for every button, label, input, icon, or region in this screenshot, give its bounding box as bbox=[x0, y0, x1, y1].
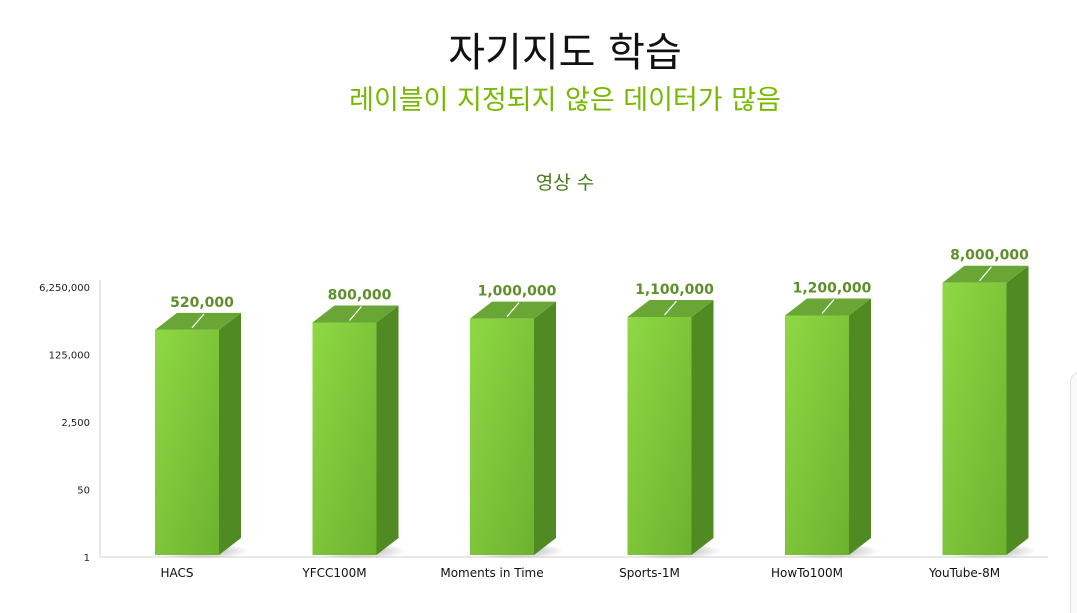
slide-edge-decoration bbox=[1070, 372, 1077, 613]
y-tick-label: 6,250,000 bbox=[39, 283, 90, 294]
data-label: 1,000,000 bbox=[478, 284, 557, 300]
bar-side-face bbox=[849, 298, 871, 555]
x-tick-label: YouTube-8M bbox=[928, 566, 1000, 580]
data-label-leader bbox=[821, 299, 835, 314]
x-tick-label: HACS bbox=[160, 566, 193, 580]
data-label-leader bbox=[191, 313, 205, 329]
data-label: 520,000 bbox=[170, 295, 234, 311]
data-label-leader bbox=[979, 266, 992, 282]
chart-title: 영상 수 bbox=[535, 172, 595, 194]
bar-side-face bbox=[376, 305, 399, 555]
bar: 520,000 bbox=[153, 295, 249, 559]
x-tick-label: Moments in Time bbox=[440, 566, 543, 580]
data-label-leader bbox=[664, 300, 677, 316]
data-label-leader bbox=[506, 302, 520, 318]
bar-front-face bbox=[470, 318, 534, 555]
bar-side-face bbox=[219, 312, 241, 555]
x-tick-label: HowTo100M bbox=[771, 566, 843, 580]
bar-side-face bbox=[534, 301, 556, 555]
bar-front-face bbox=[155, 329, 219, 555]
data-label: 8,000,000 bbox=[950, 248, 1029, 264]
bar-front-face bbox=[942, 282, 1007, 555]
bar: 1,000,000 bbox=[468, 284, 564, 559]
y-tick-label: 2,500 bbox=[61, 418, 90, 429]
bar: 800,000 bbox=[310, 287, 407, 559]
bar: 8,000,000 bbox=[940, 248, 1037, 559]
slide-title: 자기지도 학습 bbox=[448, 30, 682, 76]
x-tick-label: YFCC100M bbox=[301, 566, 366, 580]
bar-front-face bbox=[785, 315, 849, 555]
bar: 1,200,000 bbox=[783, 280, 879, 559]
x-tick-label: Sports-1M bbox=[619, 566, 680, 580]
y-tick-label: 1 bbox=[84, 553, 90, 564]
bar-side-face bbox=[1006, 265, 1029, 555]
bar: 1,100,000 bbox=[625, 282, 722, 559]
bar-side-face bbox=[691, 299, 714, 555]
data-label: 800,000 bbox=[328, 287, 392, 303]
bar-front-face bbox=[627, 316, 692, 555]
data-label: 1,100,000 bbox=[635, 282, 714, 298]
bar-front-face bbox=[312, 322, 377, 555]
y-tick-label: 50 bbox=[77, 486, 90, 497]
y-tick-label: 125,000 bbox=[49, 351, 90, 362]
slide-subtitle: 레이블이 지정되지 않은 데이터가 많음 bbox=[349, 85, 781, 116]
data-label: 1,200,000 bbox=[793, 280, 872, 296]
data-label-leader bbox=[349, 306, 362, 321]
